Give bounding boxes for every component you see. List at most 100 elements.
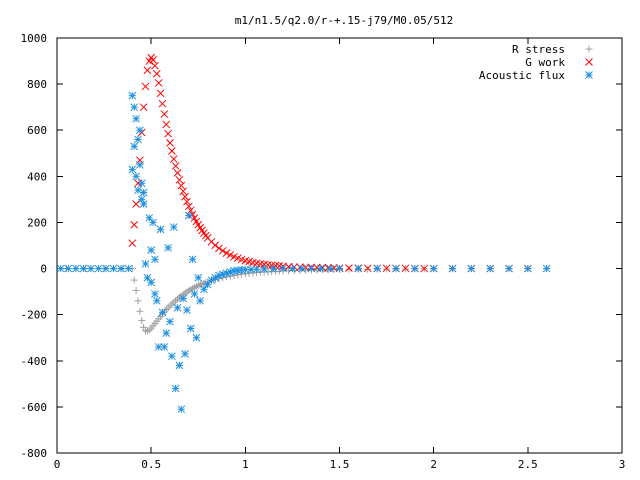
data-point <box>166 139 174 147</box>
data-point <box>149 218 157 227</box>
data-point <box>154 79 163 87</box>
data-point <box>56 264 65 273</box>
data-point <box>429 264 438 273</box>
data-point <box>211 241 220 250</box>
data-point <box>166 317 174 326</box>
data-point <box>151 61 159 70</box>
y-tick-label: -600 <box>21 401 48 414</box>
y-tick-label: -800 <box>21 447 48 460</box>
data-point <box>177 405 186 414</box>
data-point <box>183 306 191 314</box>
data-point <box>215 244 223 253</box>
data-point <box>401 264 410 273</box>
data-point <box>145 213 154 222</box>
y-axis: -800 -600 -400 -200 0 200 400 600 800 1000 <box>21 32 622 460</box>
data-point <box>152 69 161 78</box>
x-tick-label: 3 <box>619 458 626 471</box>
data-point <box>279 264 287 273</box>
data-point <box>130 220 139 229</box>
data-point <box>130 142 139 151</box>
x-axis: 0 0.5 1 1.5 2 2.5 3 <box>54 38 626 471</box>
data-point <box>71 264 80 273</box>
data-point <box>162 120 171 129</box>
legend-label: R stress <box>512 43 565 56</box>
legend-label: G work <box>525 56 565 69</box>
series-g-work <box>128 53 532 273</box>
data-point <box>200 285 208 294</box>
data-point <box>335 264 344 273</box>
data-point <box>269 264 278 273</box>
series-r-stress <box>62 265 551 335</box>
y-tick-label: 1000 <box>21 32 48 45</box>
x-tick-label: 0 <box>54 458 61 471</box>
y-tick-label: -200 <box>21 309 48 322</box>
data-point <box>260 265 269 273</box>
data-point <box>141 82 150 91</box>
data-point <box>542 264 551 273</box>
series-acoustic-flux <box>56 91 551 414</box>
data-point <box>316 264 325 273</box>
data-point <box>160 110 169 118</box>
x-tick-label: 1.5 <box>330 458 350 471</box>
data-point <box>132 114 140 123</box>
x-tick-label: 1 <box>242 458 249 471</box>
data-point <box>448 264 457 273</box>
data-point <box>64 264 73 273</box>
data-point <box>117 264 125 273</box>
data-point <box>183 197 191 206</box>
data-point <box>363 264 372 273</box>
data-point <box>147 278 156 287</box>
data-point <box>169 223 178 231</box>
data-point <box>218 246 227 255</box>
data-point <box>132 286 140 294</box>
data-point <box>410 264 419 273</box>
data-point <box>128 91 137 100</box>
legend-marker <box>585 58 593 66</box>
data-point <box>152 296 161 305</box>
data-point <box>173 303 182 312</box>
data-point <box>158 99 167 108</box>
data-point <box>130 103 139 112</box>
data-point <box>141 260 150 268</box>
chart-title: m1/n1.5/q2.0/r-+.15-j79/M0.05/512 <box>235 14 454 27</box>
data-point <box>373 264 382 273</box>
data-point <box>143 66 152 75</box>
data-point <box>345 265 353 273</box>
y-tick-label: 800 <box>27 78 47 91</box>
data-point <box>171 384 180 393</box>
data-point <box>168 352 176 361</box>
data-point <box>164 304 172 312</box>
data-point <box>109 264 118 273</box>
data-point <box>102 264 110 273</box>
data-point <box>184 202 193 211</box>
data-point <box>137 179 146 188</box>
data-point <box>79 264 88 273</box>
data-point <box>179 294 188 303</box>
data-point <box>188 255 197 264</box>
data-point <box>179 187 188 196</box>
data-point <box>156 89 165 98</box>
data-point <box>192 333 201 342</box>
x-tick-label: 2 <box>430 458 437 471</box>
data-point <box>505 264 513 273</box>
data-point <box>128 239 137 248</box>
legend-marker <box>585 45 593 53</box>
data-point <box>134 297 142 305</box>
data-point <box>382 264 391 273</box>
data-point <box>139 103 148 112</box>
data-point <box>132 172 140 181</box>
data-point <box>136 307 144 315</box>
data-point <box>160 343 169 351</box>
data-point <box>169 155 178 163</box>
y-tick-label: 400 <box>27 170 47 183</box>
series-layer <box>56 53 551 414</box>
data-point <box>139 200 148 208</box>
data-point <box>132 200 140 208</box>
data-point <box>326 264 334 273</box>
data-point <box>173 169 182 177</box>
data-point <box>134 179 142 188</box>
data-point <box>486 264 495 273</box>
data-point <box>181 350 189 358</box>
